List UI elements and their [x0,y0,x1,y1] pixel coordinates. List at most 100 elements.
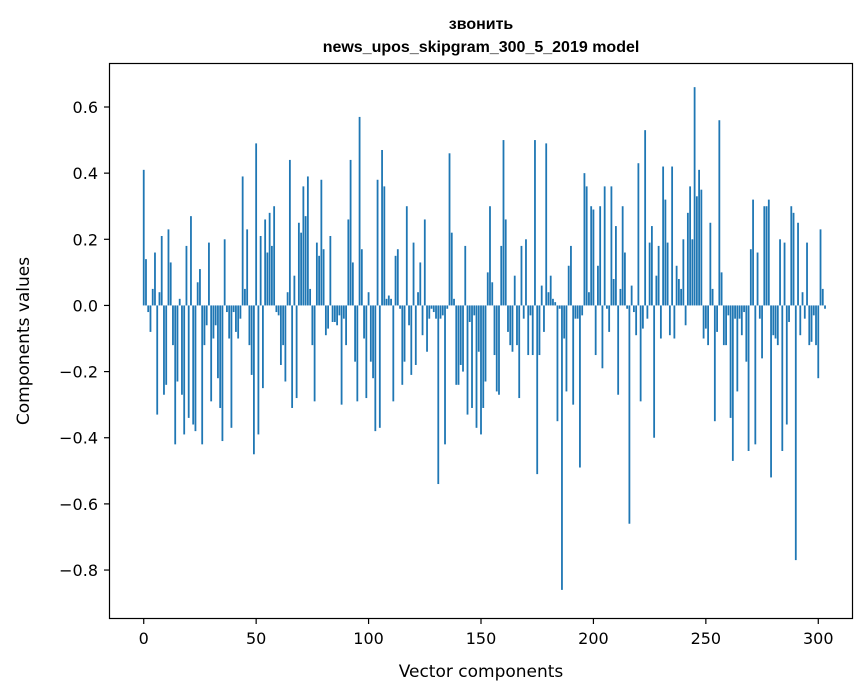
bar-50 [255,143,258,306]
bar-99 [365,305,368,399]
bar-21 [190,216,192,306]
bar-8 [160,235,163,306]
bar-51 [257,305,260,435]
bar-44 [241,176,244,306]
bar-275 [761,305,763,359]
bar-70 [300,232,303,306]
bar-198 [588,292,590,306]
bar-92 [349,159,352,306]
bar-81 [324,305,327,336]
bar-121 [414,305,417,365]
bar-116 [403,305,406,362]
bar-202 [597,265,599,306]
bar-122 [417,292,419,306]
bar-285 [783,242,786,306]
bar-55 [266,252,269,306]
bar-242 [686,212,689,306]
bar-208 [610,186,613,306]
bar-232 [664,199,667,306]
bar-130 [435,305,437,319]
bar-105 [378,305,381,428]
bars [142,87,826,590]
bar-152 [484,305,487,382]
bar-225 [648,242,651,306]
bar-245 [693,87,696,306]
bar-301 [819,229,822,306]
bar-210 [615,226,617,306]
bar-170 [525,239,527,306]
bar-295 [806,242,808,306]
bar-134 [444,305,446,445]
bar-45 [244,288,246,306]
bar-263 [734,305,736,319]
bar-22 [192,305,195,425]
bar-144 [466,305,469,415]
bar-62 [282,305,285,346]
bar-237 [675,265,678,306]
bar-187 [563,305,566,339]
bar-258 [722,305,725,346]
bar-97 [360,249,363,306]
bar-5 [154,252,156,306]
bar-159 [500,245,503,306]
bar-143 [464,245,467,306]
bar-270 [749,249,752,306]
bar-139 [455,305,458,385]
bar-90 [345,305,347,346]
bar-107 [383,186,386,306]
bar-84 [331,305,334,322]
bar-165 [513,275,516,306]
bar-119 [410,305,413,375]
bar-197 [585,186,588,306]
bar-118 [408,305,410,326]
bar-274 [758,305,761,319]
bar-206 [606,305,608,309]
bar-257 [720,272,723,306]
bar-293 [801,292,804,306]
bar-4 [151,288,154,306]
bar-216 [628,305,631,524]
bar-280 [772,305,775,336]
bar-146 [471,305,473,408]
bar-98 [363,305,365,339]
bar-164 [511,305,514,352]
bar-273 [756,252,759,306]
bar-240 [682,239,685,306]
bar-137 [450,232,453,306]
y-tick-label: −0.2 [59,363,98,382]
bar-43 [239,305,242,319]
x-axis-label: Vector components [399,662,564,682]
bar-57 [270,245,273,306]
bar-10 [165,305,168,385]
bar-13 [172,305,174,346]
bar-61 [279,305,282,365]
bar-180 [547,292,550,306]
bar-151 [482,305,485,408]
bar-9 [163,305,165,395]
bar-248 [700,189,703,306]
bar-168 [520,245,523,306]
bar-299 [815,305,817,346]
bar-52 [259,235,262,306]
bar-215 [626,305,629,309]
bar-69 [297,222,300,306]
bar-157 [495,305,498,392]
bar-291 [797,222,799,306]
bar-36 [223,239,226,306]
bar-35 [221,305,224,442]
bar-260 [727,305,730,316]
bar-209 [612,278,615,306]
bar-56 [268,212,271,306]
bar-46 [246,229,249,306]
bar-93 [351,262,354,306]
y-tick-label: 0.6 [73,98,98,117]
bar-88 [340,305,343,405]
bar-199 [590,206,593,306]
bar-110 [390,298,392,306]
bar-192 [574,305,577,319]
bar-12 [169,262,172,306]
bar-261 [729,305,732,418]
bar-34 [219,305,222,408]
bar-18 [183,305,186,435]
bar-29 [208,242,210,306]
